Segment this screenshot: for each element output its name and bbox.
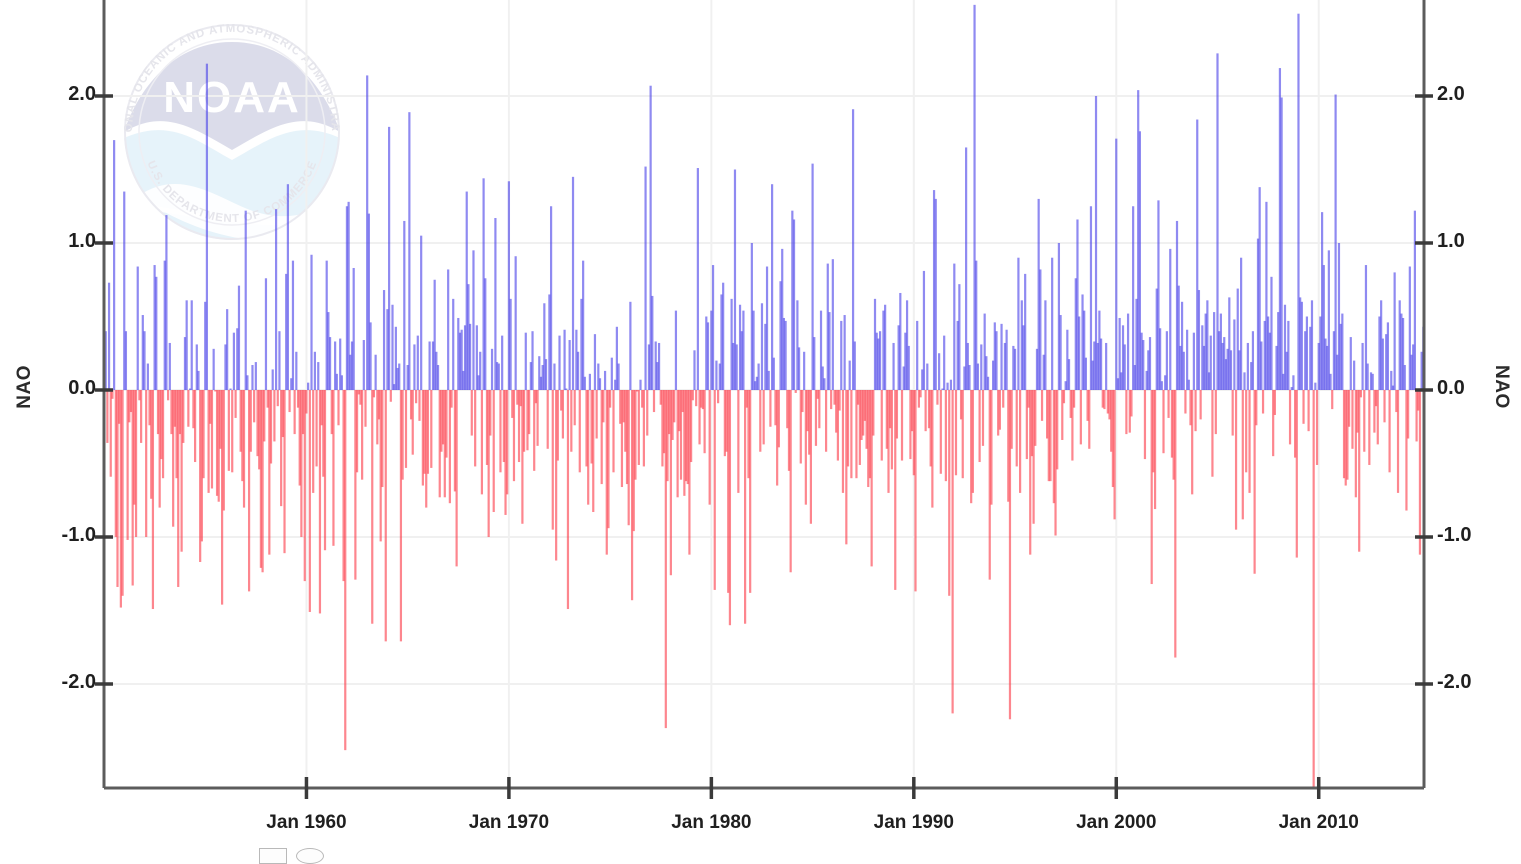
y-tick-left-3: -1.0 [61, 524, 96, 546]
legend-swatch-negative[interactable] [296, 848, 324, 864]
y-tick-right-4: -2.0 [1437, 671, 1472, 693]
y-tick-right-3: -1.0 [1437, 524, 1472, 546]
y-tick-left-0: 2.0 [68, 83, 96, 105]
y-axis-left-title: NAO [14, 365, 35, 409]
y-tick-right-1: 1.0 [1437, 230, 1465, 252]
y-tick-left-2: 0.0 [68, 377, 96, 399]
x-tick-0: Jan 1960 [266, 812, 347, 833]
x-tick-1: Jan 1970 [468, 812, 550, 833]
y-tick-right-2: 0.0 [1437, 377, 1465, 399]
y-tick-left-1: 1.0 [68, 230, 96, 252]
x-tick-4: Jan 2000 [1076, 812, 1157, 833]
axis-lines [102, 0, 1426, 790]
bar-series [104, 4, 1424, 788]
noaa-watermark-logo: NOAA NATIONAL OCEANIC AND ATMOSPHERIC AD… [0, 0, 340, 240]
x-tick-3: Jan 1990 [873, 812, 954, 833]
axis-ticks [95, 94, 1433, 799]
x-tick-2: Jan 1980 [671, 812, 752, 833]
x-tick-5: Jan 2010 [1278, 812, 1359, 833]
y-tick-left-4: -2.0 [61, 671, 96, 693]
y-axis-right-title: NAO [1491, 365, 1512, 409]
noaa-wordmark: NOAA [163, 73, 301, 122]
legend-swatch-positive[interactable] [259, 848, 287, 864]
y-tick-right-0: 2.0 [1437, 83, 1465, 105]
